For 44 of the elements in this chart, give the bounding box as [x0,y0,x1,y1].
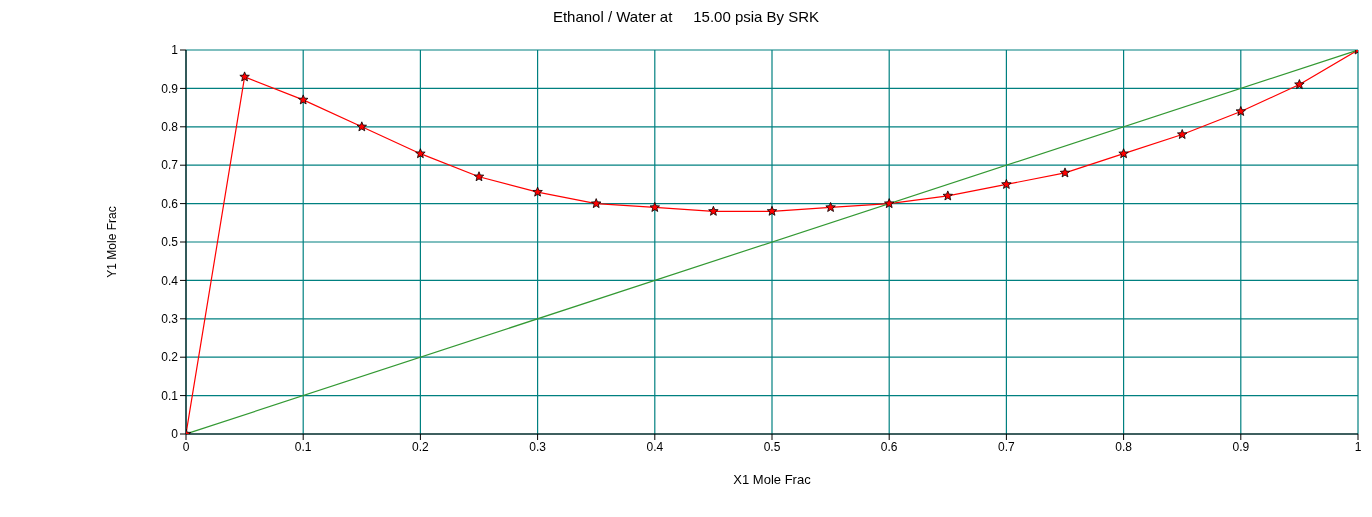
y-tick-label: 0.7 [161,158,179,173]
x-tick-label: 0 [182,439,190,454]
point [473,171,485,182]
point [942,190,953,201]
point [1235,106,1246,116]
x-tick-label: 0.3 [529,439,547,454]
x-tick-label: 0.7 [998,439,1016,454]
x-tick-label: 0.9 [1232,439,1250,454]
point [1059,167,1071,178]
point [708,205,719,216]
point [1001,179,1012,189]
point [1177,129,1188,139]
point [356,121,367,132]
point [1294,79,1305,90]
x-tick-label: 0.1 [294,439,312,454]
chart-title: Ethanol / Water at 15.00 psia By SRK [551,8,821,25]
y-tick-label: 0.4 [161,273,179,288]
y-tick-label: 0.8 [161,120,179,135]
point [298,94,309,105]
y-axis-title: Y1 Mole Frac [105,206,119,278]
x-axis-title: X1 Mole Frac [733,472,812,487]
y-tick-label: 1 [171,43,179,58]
point [1118,148,1129,159]
x-tick-label: 1 [1354,439,1362,454]
y-tick-label: 0.2 [161,350,179,365]
x-tick-label: 0.6 [880,439,898,454]
y-tick-label: 0.5 [161,235,179,250]
point [415,148,426,159]
x-tick-label: 0.8 [1115,439,1133,454]
x-tick-label: 0.4 [646,439,664,454]
x-tick-label: 0.5 [763,439,781,454]
y-tick-label: 0.9 [161,81,179,96]
point [649,202,660,212]
x-tick-label: 0.2 [412,439,430,454]
y-tick-label: 0 [171,427,179,442]
point [532,186,543,197]
y-tick-label: 0.3 [161,312,179,327]
y-tick-label: 0.6 [161,196,179,211]
point [766,205,778,216]
point [239,71,250,82]
y-tick-label: 0.1 [161,388,179,403]
point [884,198,895,209]
point [591,198,602,209]
point [825,202,836,212]
